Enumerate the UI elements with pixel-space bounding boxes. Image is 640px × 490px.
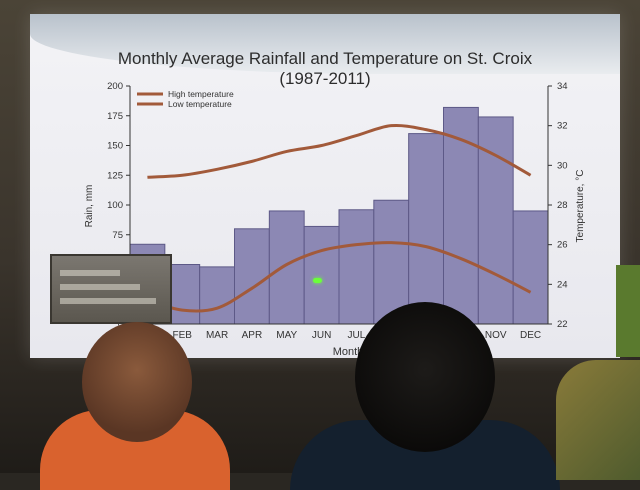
y2-tick-label: 30 bbox=[557, 160, 568, 171]
x-tick-label-jun: JUN bbox=[312, 330, 331, 341]
x-tick-label-jul: JUL bbox=[348, 330, 366, 341]
audience-person-right bbox=[556, 360, 640, 480]
right-axis-ticks: 22 24 26 28 30 32 34 bbox=[548, 81, 568, 330]
legend-label-low: Low temperature bbox=[168, 99, 232, 109]
y-axis-label: Rain, mm bbox=[84, 185, 95, 228]
temperature-lines bbox=[146, 123, 532, 313]
rainfall-bar-dec bbox=[512, 210, 549, 325]
legend: High temperature Low temperature bbox=[137, 89, 234, 109]
y-tick-label: 200 bbox=[107, 81, 123, 92]
rainfall-bar-may bbox=[268, 210, 305, 325]
left-axis-ticks: 075100125150175200 bbox=[107, 81, 130, 330]
x-tick-label-mar: MAR bbox=[206, 330, 228, 341]
rainfall-bar-mar bbox=[199, 266, 236, 325]
rainfall-bar-apr bbox=[234, 228, 270, 325]
y2-tick-label: 26 bbox=[557, 240, 568, 251]
y-tick-label: 100 bbox=[107, 200, 123, 211]
chart-title: Monthly Average Rainfall and Temperature… bbox=[118, 49, 533, 68]
laser-pointer-dot bbox=[313, 278, 322, 283]
x-tick-label-may: MAY bbox=[276, 330, 297, 341]
y2-tick-label: 28 bbox=[557, 200, 568, 211]
low-temperature-line bbox=[146, 241, 532, 313]
y2-tick-label: 32 bbox=[557, 121, 568, 132]
y-tick-label: 125 bbox=[107, 170, 123, 181]
y-tick-label: 150 bbox=[107, 141, 123, 152]
y-tick-label: 175 bbox=[107, 111, 123, 122]
webcam-inset-photo bbox=[50, 254, 172, 324]
x-axis-ticks: FEB MAR APR MAY JUN JUL NOV DEC bbox=[173, 330, 542, 341]
audience-head-left bbox=[82, 322, 192, 442]
high-temperature-line bbox=[147, 123, 532, 179]
y2-axis-label: Temperature, °C bbox=[575, 170, 586, 243]
x-tick-label-nov: NOV bbox=[485, 330, 507, 341]
rainfall-bar-aug bbox=[373, 199, 410, 325]
y-tick-label: 75 bbox=[112, 230, 123, 241]
y2-tick-label: 22 bbox=[557, 319, 568, 330]
rainfall-bar-jul bbox=[338, 209, 375, 325]
legend-label-high: High temperature bbox=[168, 89, 234, 99]
rainfall-bar-jun bbox=[303, 225, 340, 325]
x-tick-label-apr: APR bbox=[242, 330, 263, 341]
y2-tick-label: 24 bbox=[557, 279, 568, 290]
projection-screen: Monthly Average Rainfall and Temperature… bbox=[30, 14, 620, 358]
green-sign-edge bbox=[616, 265, 640, 357]
rainfall-bar-sep bbox=[408, 133, 444, 325]
x-tick-label-feb: FEB bbox=[173, 330, 193, 341]
x-axis-label: Month bbox=[333, 346, 364, 358]
chart-subtitle: (1987-2011) bbox=[279, 69, 370, 88]
y2-tick-label: 34 bbox=[557, 81, 568, 92]
x-tick-label-dec: DEC bbox=[520, 330, 541, 341]
audience-head-middle bbox=[355, 302, 495, 452]
